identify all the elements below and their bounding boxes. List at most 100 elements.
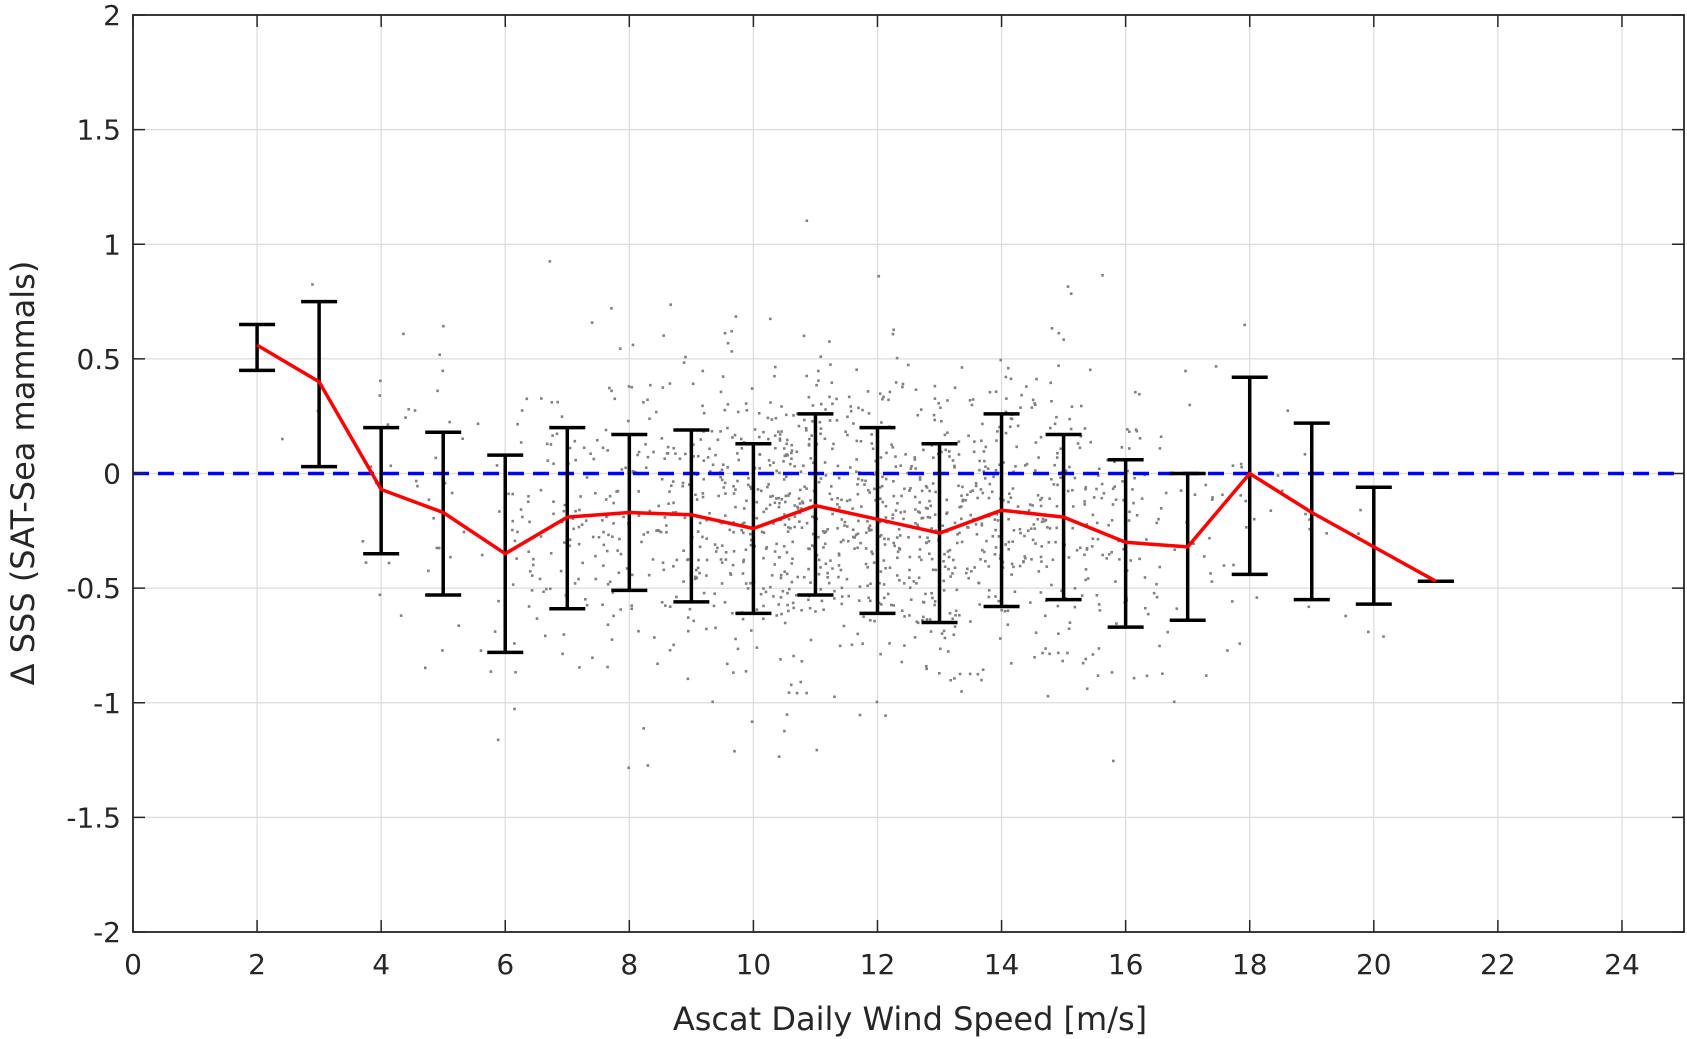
scatter-point (1111, 487, 1115, 490)
scatter-point (1101, 273, 1104, 277)
x-tick-label: 24 (1604, 948, 1640, 981)
scatter-point (837, 554, 841, 557)
scatter-point (740, 528, 743, 532)
scatter-point (946, 550, 950, 553)
scatter-point (1188, 403, 1192, 407)
scatter-point (872, 561, 876, 564)
scatter-point (714, 626, 717, 630)
scatter-point (921, 618, 924, 622)
scatter-point (762, 556, 765, 560)
scatter-point (997, 599, 1000, 603)
scatter-point (656, 662, 659, 666)
scatter-point (1203, 555, 1206, 558)
scatter-point (844, 430, 847, 434)
scatter-point (920, 489, 924, 493)
scatter-point (1023, 534, 1026, 538)
scatter-point (785, 442, 789, 446)
scatter-point (1062, 338, 1065, 341)
scatter-point (706, 456, 710, 459)
scatter-point (627, 766, 630, 770)
scatter-point (771, 494, 775, 498)
scatter-point (1039, 591, 1043, 594)
scatter-point (606, 449, 609, 452)
scatter-point (1084, 568, 1088, 571)
scatter-point (1325, 532, 1328, 535)
scatter-point (734, 505, 737, 509)
scatter-point (961, 485, 964, 489)
scatter-point (863, 483, 866, 486)
scatter-point (1075, 548, 1079, 552)
scatter-point (823, 542, 827, 546)
scatter-point (845, 577, 849, 581)
scatter-point (594, 491, 597, 495)
scatter-point (527, 495, 530, 498)
scatter-point (480, 553, 484, 557)
scatter-point (949, 678, 953, 682)
scatter-point (1051, 558, 1055, 562)
scatter-point (968, 398, 972, 402)
scatter-point (991, 534, 995, 538)
scatter-point (993, 518, 997, 521)
scatter-point (759, 489, 763, 493)
scatter-point (720, 544, 724, 547)
scatter-point (618, 347, 622, 350)
scatter-point (931, 568, 935, 572)
scatter-point (859, 541, 862, 545)
scatter-point (498, 510, 501, 513)
scatter-point (1028, 503, 1032, 506)
scatter-point (1010, 573, 1013, 576)
scatter-point (630, 573, 634, 577)
scatter-point (721, 375, 725, 378)
scatter-point (942, 589, 946, 592)
scatter-point (619, 608, 622, 611)
scatter-point (851, 507, 854, 510)
scatter-point (606, 583, 610, 586)
scatter-point (497, 599, 500, 603)
scatter-point (684, 452, 687, 456)
scatter-point (1079, 404, 1083, 408)
scatter-point (701, 369, 705, 373)
scatter-point (1033, 527, 1037, 530)
scatter-point (1083, 500, 1086, 503)
scatter-point (1118, 558, 1121, 561)
scatter-point (966, 493, 969, 497)
scatter-point (853, 547, 856, 550)
scatter-point (662, 568, 666, 572)
scatter-point (716, 438, 720, 442)
scatter-point (849, 409, 853, 413)
scatter-point (773, 550, 777, 553)
scatter-point (1083, 503, 1087, 506)
scatter-point (957, 453, 961, 456)
scatter-point (681, 484, 685, 488)
scatter-point (826, 527, 829, 531)
scatter-point (552, 512, 555, 516)
scatter-point (805, 487, 808, 490)
scatter-point (883, 543, 887, 546)
scatter-point (773, 434, 777, 437)
scatter-point (775, 542, 778, 546)
scatter-point (956, 533, 959, 536)
scatter-point (1192, 542, 1195, 546)
scatter-point (741, 522, 744, 526)
scatter-point (780, 497, 784, 501)
scatter-point (724, 492, 727, 495)
scatter-point (879, 652, 882, 656)
scatter-point (972, 450, 976, 454)
scatter-point (816, 369, 820, 373)
scatter-point (744, 669, 748, 673)
scatter-point (574, 509, 577, 513)
scatter-point (861, 408, 864, 412)
scatter-point (637, 490, 640, 493)
scatter-point (732, 671, 735, 674)
scatter-point (786, 454, 790, 457)
scatter-point (618, 537, 621, 541)
scatter-point (722, 486, 726, 489)
scatter-point (922, 615, 925, 619)
scatter-point (1110, 671, 1114, 674)
scatter-point (741, 617, 745, 621)
scatter-point (901, 382, 905, 386)
scatter-point (611, 535, 614, 539)
scatter-point (831, 402, 834, 406)
scatter-point (696, 530, 700, 533)
scatter-point (772, 461, 775, 464)
